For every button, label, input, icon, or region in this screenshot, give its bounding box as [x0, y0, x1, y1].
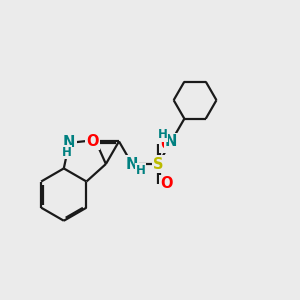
Text: S: S — [153, 157, 164, 172]
Text: O: O — [160, 137, 173, 152]
Text: H: H — [62, 146, 72, 159]
Text: N: N — [63, 135, 75, 150]
Text: H: H — [135, 164, 145, 177]
Text: O: O — [160, 176, 173, 191]
Text: H: H — [158, 128, 167, 141]
Text: N: N — [165, 134, 178, 149]
Text: N: N — [126, 157, 138, 172]
Text: O: O — [87, 134, 99, 149]
